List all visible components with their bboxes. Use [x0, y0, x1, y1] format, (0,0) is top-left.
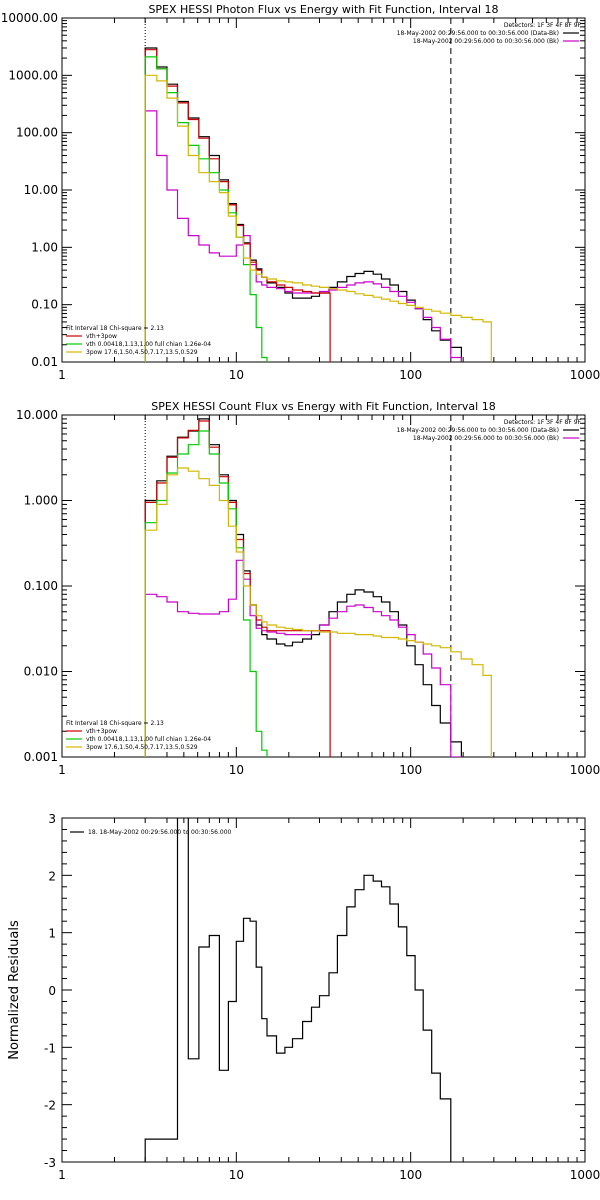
legend-entry: Fit Interval 18 Chi-square = 2.13 [66, 325, 164, 332]
legend-entry: 3pow 17.6,1.50,4.50,7.17,13.5,0.529 [86, 744, 198, 751]
y-tick-label: 0.10 [31, 298, 58, 312]
y-tick-label: 0 [48, 984, 56, 998]
legend-entry: vth+3pow [86, 333, 117, 340]
y-axis-label: Normalized Residuals [7, 920, 22, 1060]
y-tick-label: 0.01 [31, 355, 58, 369]
legend-entry: 3pow 17.6,1.50,4.50,7.17,13.5,0.529 [86, 349, 198, 356]
x-tick-label: 1000 [570, 368, 600, 382]
chart-panel-1: SPEX HESSI Photon Flux vs Energy with Fi… [1, 3, 600, 382]
y-tick-label: 100.00 [16, 126, 58, 140]
plot-frame [61, 414, 586, 758]
legend-entry: 18. 18-May-2002 00:29:56.000 to 00:30:56… [88, 829, 232, 836]
y-tick-label: 1 [48, 927, 56, 941]
legend-entry: 18-May-2002 00:29:56.000 to 00:30:56.000… [397, 427, 559, 434]
chart-title: SPEX HESSI Photon Flux vs Energy with Fi… [148, 3, 498, 16]
x-tick-label: 10 [229, 368, 244, 382]
x-tick-label: 10 [229, 763, 244, 777]
legend-entry: Detectors: 1F 3F 4F 8F 9F [504, 419, 582, 426]
legend-entry: Detectors: 1F 3F 4F 8F 9F [504, 22, 582, 29]
y-tick-label: -1 [44, 1041, 56, 1055]
series-line-2 [144, 110, 462, 362]
series-line-4 [144, 56, 268, 362]
legend-entry: vth 0.00418,1.13,1.00 full chian 1.26e-0… [86, 341, 211, 348]
y-axis: 0.001 0.010 0.100 1.000 10.000 [16, 408, 585, 764]
y-tick-label: 3 [48, 812, 56, 826]
chart-panel-3: Normalized Residuals 1 10 100 1000 -3 -2 -1 0 1 2 3… [7, 812, 600, 1182]
legend-entry: 18-May-2002 00:29:56.000 to 00:30:56.000… [413, 435, 559, 442]
y-tick-label: 10000.00 [1, 11, 58, 25]
series-line-1 [144, 418, 462, 757]
series-group [144, 47, 492, 362]
series-group [144, 818, 452, 1162]
series-line-4 [144, 430, 268, 757]
x-axis: 1 10 100 1000 [58, 415, 600, 777]
y-tick-label: 0.010 [24, 665, 58, 679]
legend-entry: Fit Interval 18 Chi-square = 2.13 [66, 720, 164, 727]
x-tick-label: 1 [58, 368, 66, 382]
series-line-3 [144, 49, 331, 362]
chart-title: SPEX HESSI Count Flux vs Energy with Fit… [151, 400, 495, 413]
y-tick-label: -2 [44, 1099, 56, 1113]
x-axis: 1 10 100 1000 [58, 18, 600, 382]
series-line-5 [144, 74, 492, 362]
x-tick-label: 100 [399, 1168, 422, 1182]
y-tick-label: 10.000 [16, 408, 58, 422]
x-tick-label: 10 [229, 1168, 244, 1182]
y-tick-label: 1.00 [31, 240, 58, 254]
legend-entry: vth+3pow [86, 728, 117, 735]
series-line-5 [144, 467, 492, 757]
x-tick-label: 1 [58, 763, 66, 777]
series-group [144, 418, 492, 757]
y-tick-label: 10.00 [24, 183, 58, 197]
y-tick-label: -3 [44, 1156, 56, 1170]
y-tick-label: 0.001 [24, 750, 58, 764]
y-tick-label: 1.000 [24, 494, 58, 508]
x-tick-label: 1 [58, 1168, 66, 1182]
plot-frame [61, 17, 586, 363]
y-tick-label: 2 [48, 869, 56, 883]
y-axis: -3 -2 -1 0 1 2 3 [44, 812, 585, 1170]
y-tick-label: 0.100 [24, 579, 58, 593]
series-line-2 [144, 559, 462, 757]
x-tick-label: 100 [399, 368, 422, 382]
y-tick-label: 1000.00 [8, 68, 58, 82]
legend-entry: vth 0.00418,1.13,1.00 full chian 1.26e-0… [86, 736, 211, 743]
series-line-1 [144, 47, 462, 362]
legend-entry: 18-May-2002 00:29:56.000 to 00:30:56.000… [413, 38, 559, 45]
x-tick-label: 100 [399, 763, 422, 777]
x-tick-label: 1000 [570, 763, 600, 777]
plot-frame [61, 817, 586, 1163]
y-axis: 0.01 0.10 1.00 10.00 100.00 1000.00 10000.00 [1, 11, 585, 369]
x-axis: 1 10 100 1000 [58, 818, 600, 1182]
series-line-1 [144, 818, 452, 1162]
chart-panel-2: SPEX HESSI Count Flux vs Energy with Fit… [16, 400, 600, 777]
legend-entry: 18-May-2002 00:29:56.000 to 00:30:56.000… [397, 30, 559, 37]
x-tick-label: 1000 [570, 1168, 600, 1182]
